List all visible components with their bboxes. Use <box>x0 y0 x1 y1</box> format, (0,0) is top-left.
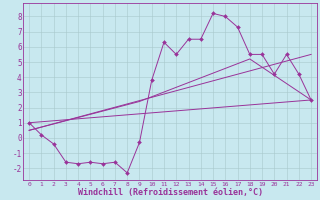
X-axis label: Windchill (Refroidissement éolien,°C): Windchill (Refroidissement éolien,°C) <box>78 188 263 197</box>
